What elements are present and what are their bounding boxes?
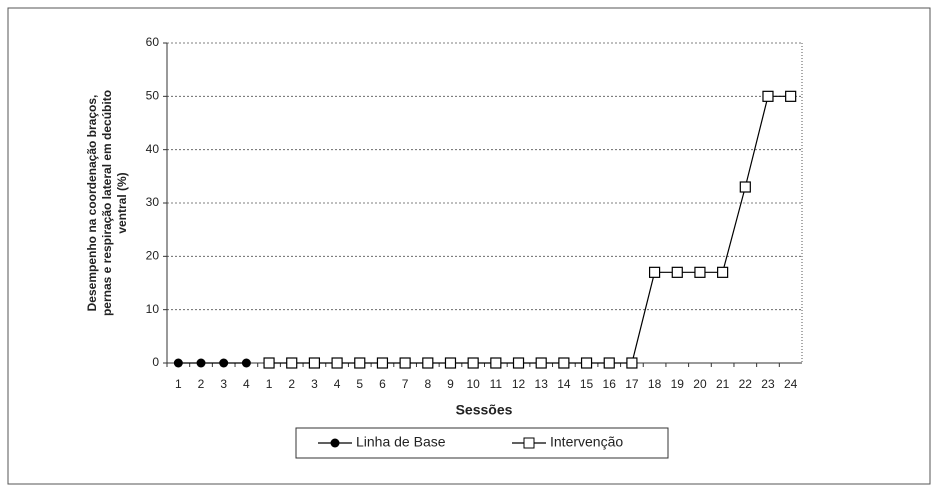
data-point	[422, 357, 434, 369]
data-point	[490, 357, 502, 369]
x-tick-label: 11	[490, 377, 503, 391]
data-point	[694, 266, 706, 278]
data-point	[648, 266, 661, 278]
data-point	[717, 266, 729, 278]
x-tick-label: 14	[557, 377, 571, 391]
data-point	[399, 357, 411, 369]
y-tick-label: 0	[152, 355, 159, 369]
x-tick-label: 7	[402, 377, 409, 391]
x-tick-label: 19	[671, 377, 685, 391]
x-tick-label: 9	[447, 377, 454, 391]
y-tick-label: 50	[146, 89, 160, 103]
x-tick-label: 2	[198, 377, 205, 391]
data-point	[219, 358, 229, 368]
data-point	[241, 358, 251, 368]
x-tick-label: 10	[466, 377, 480, 391]
legend-label: Intervenção	[550, 434, 623, 450]
legend-marker	[330, 438, 340, 448]
legend-marker	[523, 437, 535, 449]
data-point	[308, 357, 321, 369]
data-point	[444, 357, 457, 369]
x-tick-label: 13	[535, 377, 549, 391]
x-tick-label: 20	[693, 377, 707, 391]
legend-box	[295, 427, 669, 459]
x-tick-label: 1	[175, 377, 182, 391]
data-point	[671, 266, 683, 278]
data-point	[558, 357, 570, 369]
data-point	[467, 357, 479, 369]
x-tick-label: 12	[512, 377, 526, 391]
frame	[7, 7, 931, 485]
x-tick-label: 22	[739, 377, 753, 391]
data-point	[603, 357, 615, 369]
data-point	[286, 357, 298, 369]
x-tick-label: 3	[220, 377, 227, 391]
x-tick-label: 16	[603, 377, 617, 391]
legend-label: Linha de Base	[356, 434, 446, 450]
x-tick-label: 2	[288, 377, 295, 391]
x-tick-label: 24	[784, 377, 798, 391]
data-point	[762, 90, 774, 102]
x-tick-label: 15	[580, 377, 594, 391]
x-tick-label: 18	[648, 377, 662, 391]
x-tick-label: 17	[625, 377, 639, 391]
data-point	[512, 357, 525, 369]
data-point	[580, 357, 593, 369]
data-point	[626, 357, 638, 369]
data-point	[331, 357, 343, 369]
data-point	[535, 357, 547, 369]
x-tick-label: 23	[761, 377, 775, 391]
data-point	[263, 357, 275, 369]
y-tick-label: 30	[146, 195, 160, 209]
y-axis-label: Desempenho na coordenação braços, pernas …	[85, 90, 129, 316]
y-tick-label: 40	[146, 142, 160, 156]
y-tick-label: 20	[146, 249, 160, 263]
y-axis-label-line: ventral (%)	[115, 172, 129, 233]
x-tick-label: 4	[243, 377, 250, 391]
data-point	[739, 181, 751, 193]
x-tick-label: 4	[334, 377, 341, 391]
data-point	[354, 357, 366, 369]
y-axis-label-line: Desempenho na coordenação braços,	[85, 95, 99, 312]
x-axis-label: Sessões	[456, 402, 513, 418]
series-line	[269, 95, 791, 364]
y-tick-label: 10	[146, 302, 160, 316]
y-tick-label: 60	[146, 35, 160, 49]
x-tick-label: 6	[379, 377, 386, 391]
y-axis-label-line: pernas e respiração lateral em decúbito	[100, 90, 114, 316]
data-point	[376, 357, 389, 369]
data-point	[785, 90, 797, 102]
x-tick-label: 21	[716, 377, 730, 391]
x-tick-label: 3	[311, 377, 318, 391]
x-tick-label: 8	[424, 377, 431, 391]
x-tick-label: 1	[266, 377, 273, 391]
data-point	[196, 358, 206, 368]
x-tick-label: 5	[356, 377, 363, 391]
data-point	[173, 358, 183, 368]
